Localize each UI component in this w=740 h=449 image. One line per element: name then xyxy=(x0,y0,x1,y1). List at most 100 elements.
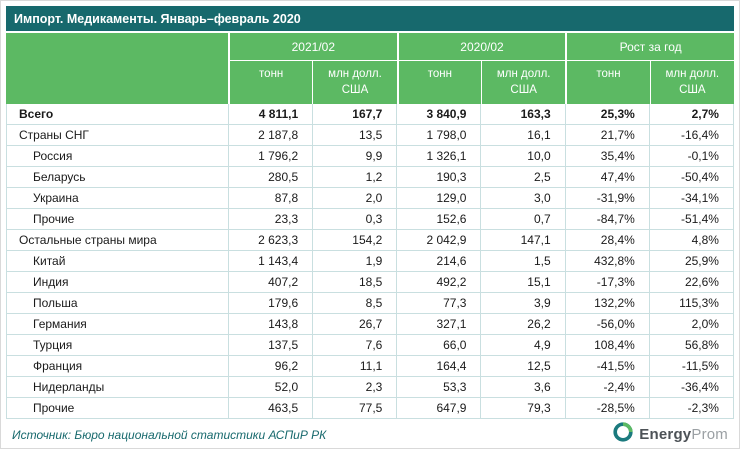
table-row: Всего 4 811,1 167,7 3 840,9 163,3 25,3% 2,7% xyxy=(7,104,733,125)
cell-value: -17,3% xyxy=(564,272,649,293)
cell-value: 21,7% xyxy=(564,125,649,146)
column-subheader: тонн xyxy=(228,60,313,104)
row-label: Франция xyxy=(7,356,228,377)
table-row: Китай 1 143,4 1,9 214,6 1,5 432,8% 25,9% xyxy=(7,251,733,272)
cell-value: 16,1 xyxy=(480,125,565,146)
table-row: Прочие 23,3 0,3 152,6 0,7 -84,7% -51,4% xyxy=(7,209,733,230)
cell-value: 0,3 xyxy=(312,209,397,230)
cell-value: 152,6 xyxy=(396,209,481,230)
cell-value: 1,5 xyxy=(480,251,565,272)
header-corner xyxy=(6,33,228,104)
table-row: Германия 143,8 26,7 327,1 26,2 -56,0% 2,0% xyxy=(7,314,733,335)
cell-value: 25,9% xyxy=(648,251,733,272)
cell-value: 1 143,4 xyxy=(228,251,313,272)
energyprom-logo-icon xyxy=(612,421,634,448)
column-subheader: млн долл. США xyxy=(649,60,734,104)
cell-value: 647,9 xyxy=(396,398,481,419)
cell-value: 79,3 xyxy=(480,398,565,419)
cell-value: 11,1 xyxy=(312,356,397,377)
cell-value: 129,0 xyxy=(396,188,481,209)
cell-value: -31,9% xyxy=(564,188,649,209)
cell-value: -2,3% xyxy=(648,398,733,419)
cell-value: -50,4% xyxy=(648,167,733,188)
cell-value: -28,5% xyxy=(564,398,649,419)
cell-value: 35,4% xyxy=(564,146,649,167)
cell-value: 137,5 xyxy=(228,335,313,356)
cell-value: 3,9 xyxy=(480,293,565,314)
cell-value: 23,3 xyxy=(228,209,313,230)
cell-value: 167,7 xyxy=(312,104,397,125)
cell-value: 164,4 xyxy=(396,356,481,377)
cell-value: 2,5 xyxy=(480,167,565,188)
report-footer: Источник: Бюро национальной статистики А… xyxy=(6,419,734,448)
cell-value: 52,0 xyxy=(228,377,313,398)
column-group-label: 2021/02 xyxy=(228,33,397,60)
cell-value: 463,5 xyxy=(228,398,313,419)
cell-value: 2 623,3 xyxy=(228,230,313,251)
table-row: Польша 179,6 8,5 77,3 3,9 132,2% 115,3% xyxy=(7,293,733,314)
cell-value: 0,7 xyxy=(480,209,565,230)
cell-value: 7,6 xyxy=(312,335,397,356)
table-row: Прочие 463,5 77,5 647,9 79,3 -28,5% -2,3% xyxy=(7,398,733,419)
cell-value: 26,2 xyxy=(480,314,565,335)
table-row: Беларусь 280,5 1,2 190,3 2,5 47,4% -50,4% xyxy=(7,167,733,188)
row-label: Украина xyxy=(7,188,228,209)
cell-value: 18,5 xyxy=(312,272,397,293)
cell-value: 2,0 xyxy=(312,188,397,209)
cell-value: -16,4% xyxy=(648,125,733,146)
cell-value: -11,5% xyxy=(648,356,733,377)
cell-value: -41,5% xyxy=(564,356,649,377)
row-label: Страны СНГ xyxy=(7,125,228,146)
cell-value: 190,3 xyxy=(396,167,481,188)
cell-value: 432,8% xyxy=(564,251,649,272)
cell-value: 9,9 xyxy=(312,146,397,167)
cell-value: 214,6 xyxy=(396,251,481,272)
cell-value: -36,4% xyxy=(648,377,733,398)
cell-value: 154,2 xyxy=(312,230,397,251)
report-title: Импорт. Медикаменты. Январь–февраль 2020 xyxy=(14,11,301,26)
cell-value: 492,2 xyxy=(396,272,481,293)
cell-value: 47,4% xyxy=(564,167,649,188)
table-row: Индия 407,2 18,5 492,2 15,1 -17,3% 22,6% xyxy=(7,272,733,293)
table-row: Украина 87,8 2,0 129,0 3,0 -31,9% -34,1% xyxy=(7,188,733,209)
cell-value: 56,8% xyxy=(648,335,733,356)
row-label: Нидерланды xyxy=(7,377,228,398)
cell-value: -2,4% xyxy=(564,377,649,398)
cell-value: -34,1% xyxy=(648,188,733,209)
cell-value: 4 811,1 xyxy=(228,104,313,125)
row-label: Прочие xyxy=(7,398,228,419)
cell-value: 26,7 xyxy=(312,314,397,335)
table-row: Турция 137,5 7,6 66,0 4,9 108,4% 56,8% xyxy=(7,335,733,356)
cell-value: -84,7% xyxy=(564,209,649,230)
cell-value: 2,3 xyxy=(312,377,397,398)
cell-value: 10,0 xyxy=(480,146,565,167)
cell-value: 2 187,8 xyxy=(228,125,313,146)
logo-text-energy: Energy xyxy=(639,426,692,443)
cell-value: 280,5 xyxy=(228,167,313,188)
row-label: Германия xyxy=(7,314,228,335)
cell-value: 15,1 xyxy=(480,272,565,293)
row-label: Китай xyxy=(7,251,228,272)
cell-value: 77,3 xyxy=(396,293,481,314)
row-label: Остальные страны мира xyxy=(7,230,228,251)
cell-value: 179,6 xyxy=(228,293,313,314)
cell-value: 327,1 xyxy=(396,314,481,335)
cell-value: 1,2 xyxy=(312,167,397,188)
table-row: Нидерланды 52,0 2,3 53,3 3,6 -2,4% -36,4% xyxy=(7,377,733,398)
cell-value: 13,5 xyxy=(312,125,397,146)
source-note: Источник: Бюро национальной статистики А… xyxy=(12,427,327,442)
table-body: Всего 4 811,1 167,7 3 840,9 163,3 25,3% 2,7% Ст… xyxy=(6,104,734,419)
row-label: Россия xyxy=(7,146,228,167)
column-subheader: тонн xyxy=(396,60,481,104)
cell-value: 1 796,2 xyxy=(228,146,313,167)
cell-value: 87,8 xyxy=(228,188,313,209)
table-row: Франция 96,2 11,1 164,4 12,5 -41,5% -11,5% xyxy=(7,356,733,377)
report-title-bar: Импорт. Медикаменты. Январь–февраль 2020 xyxy=(6,6,734,31)
table-row: Страны СНГ 2 187,8 13,5 1 798,0 16,1 21,7% -16… xyxy=(7,125,733,146)
cell-value: 66,0 xyxy=(396,335,481,356)
cell-value: 108,4% xyxy=(564,335,649,356)
column-subheader: тонн xyxy=(565,60,650,104)
cell-value: 77,5 xyxy=(312,398,397,419)
row-label: Всего xyxy=(7,104,228,125)
